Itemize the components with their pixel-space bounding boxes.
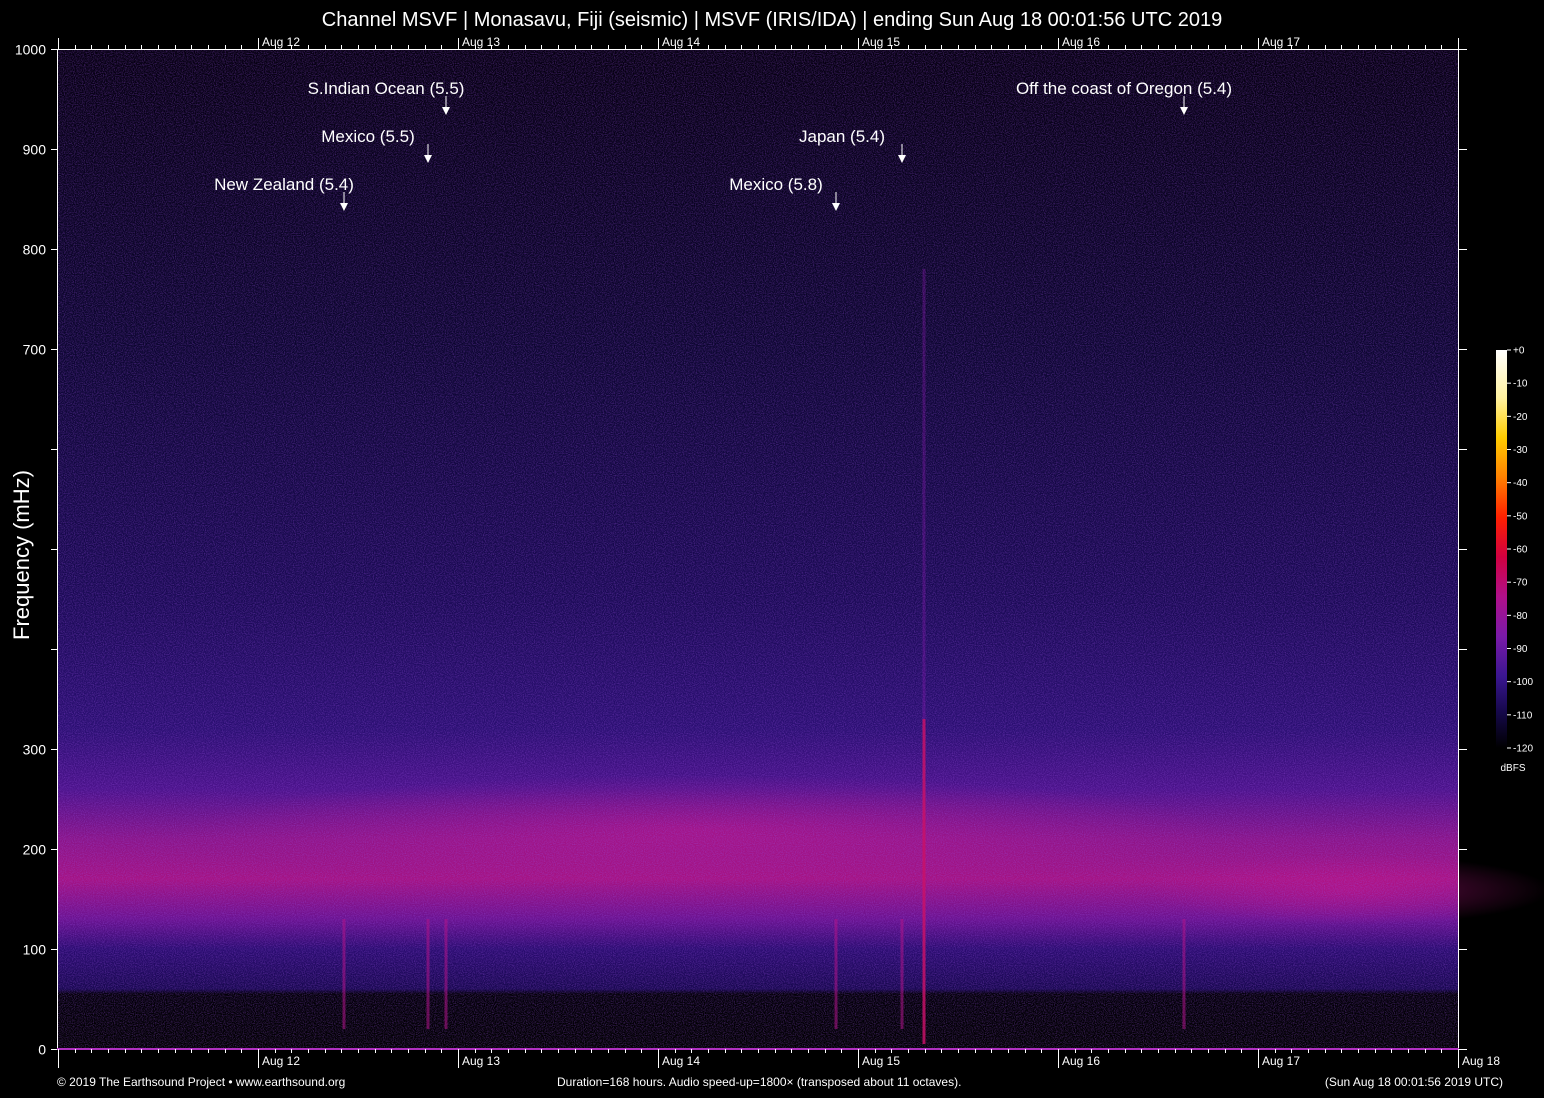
chart-title: Channel MSVF | Monasavu, Fiji (seismic) … xyxy=(321,9,1223,31)
colorbar-gradient xyxy=(1496,350,1507,748)
colorbar-tick-label: -70 xyxy=(1513,578,1528,589)
y-tick-label: 100 xyxy=(23,942,47,958)
annotation-label: Off the coast of Oregon (5.4) xyxy=(1016,79,1232,98)
event-streaks xyxy=(342,269,1186,1044)
event-streak xyxy=(834,919,838,1029)
colorbar-tick-label: -30 xyxy=(1513,445,1528,456)
y-tick-label: 0 xyxy=(38,1042,46,1058)
event-streak-strong-core xyxy=(922,719,926,1044)
annotation-arrowhead xyxy=(832,203,840,211)
x-tick-label: Aug 13 xyxy=(462,1054,500,1068)
footer-copyright: © 2019 The Earthsound Project • www.eart… xyxy=(57,1075,346,1089)
event-streak xyxy=(444,919,448,1029)
y-tick-label: 300 xyxy=(23,742,47,758)
x-tick-label: Aug 16 xyxy=(1062,1054,1100,1068)
annotation-label: New Zealand (5.4) xyxy=(214,175,354,194)
y-axis-label: Frequency (mHz) xyxy=(9,470,34,640)
x-axis-ticks: Aug 12 Aug 12 Aug 13 Aug 13 Aug 14 Aug 14 Aug … xyxy=(58,35,1500,1068)
annotation-label: Mexico (5.8) xyxy=(729,175,823,194)
plot-frame xyxy=(57,49,1459,1049)
event-streak xyxy=(900,919,904,1029)
spectrogram-noise xyxy=(58,49,1458,1049)
colorbar: +0 -10 -20 -30 -40 -50 -60 -70 -80 -90 -100 -110 -12… xyxy=(1496,346,1533,774)
y-tick-label: 800 xyxy=(23,242,47,258)
event-streak-strong xyxy=(922,269,926,1044)
colorbar-tick-label: -20 xyxy=(1513,412,1528,423)
annotation-arrowhead xyxy=(1180,107,1188,115)
annotation-arrowhead xyxy=(898,155,906,163)
colorbar-unit: dBFS xyxy=(1500,763,1525,774)
footer-duration: Duration=168 hours. Audio speed-up=1800×… xyxy=(557,1075,962,1089)
y-tick-label: 900 xyxy=(23,142,47,158)
event-streak xyxy=(1182,919,1186,1029)
y-tick-label: 700 xyxy=(23,342,47,358)
colorbar-tick-label: -60 xyxy=(1513,545,1528,556)
event-annotations: S.Indian Ocean (5.5) Mexico (5.5) New Zeal… xyxy=(214,79,1232,211)
annotation-label: Japan (5.4) xyxy=(799,127,885,146)
annotation-arrowhead xyxy=(340,203,348,211)
event-streak xyxy=(342,919,346,1029)
event-streak xyxy=(426,919,430,1029)
annotation-label: S.Indian Ocean (5.5) xyxy=(308,79,465,98)
colorbar-tick-label: +0 xyxy=(1513,346,1525,357)
colorbar-tick-label: -100 xyxy=(1513,677,1533,688)
annotation-label: Mexico (5.5) xyxy=(321,127,415,146)
x-tick-label-top: Aug 12 xyxy=(262,35,300,49)
x-tick-label: Aug 15 xyxy=(862,1054,900,1068)
y-tick-label: 200 xyxy=(23,842,47,858)
x-tick-label-top: Aug 16 xyxy=(1062,35,1100,49)
x-tick-label: Aug 12 xyxy=(262,1054,300,1068)
colorbar-tick-label: -10 xyxy=(1513,379,1528,390)
x-tick-label: Aug 17 xyxy=(1262,1054,1300,1068)
colorbar-tick-label: -80 xyxy=(1513,611,1528,622)
x-tick-label: Aug 18 xyxy=(1462,1054,1500,1068)
x-tick-label-top: Aug 14 xyxy=(662,35,700,49)
y-axis-ticks: 0 100 200 300 700 800 900 1000 xyxy=(15,42,1467,1058)
colorbar-tick-label: -110 xyxy=(1513,710,1533,721)
annotation-arrowhead xyxy=(424,155,432,163)
x-tick-label-top: Aug 17 xyxy=(1262,35,1300,49)
footer-timestamp: (Sun Aug 18 00:01:56 2019 UTC) xyxy=(1324,1075,1503,1089)
x-tick-label-top: Aug 15 xyxy=(862,35,900,49)
x-tick-label: Aug 14 xyxy=(662,1054,700,1068)
spectrogram-image xyxy=(58,49,1544,1049)
colorbar-tick-label: -90 xyxy=(1513,644,1528,655)
colorbar-ticks: +0 -10 -20 -30 -40 -50 -60 -70 -80 -90 -100 -110 -12… xyxy=(1507,346,1533,755)
annotation-arrowhead xyxy=(442,107,450,115)
colorbar-tick-label: -120 xyxy=(1513,744,1533,755)
y-tick-label: 1000 xyxy=(15,42,46,58)
colorbar-tick-label: -50 xyxy=(1513,511,1528,522)
x-tick-label-top: Aug 13 xyxy=(462,35,500,49)
colorbar-tick-label: -40 xyxy=(1513,478,1528,489)
